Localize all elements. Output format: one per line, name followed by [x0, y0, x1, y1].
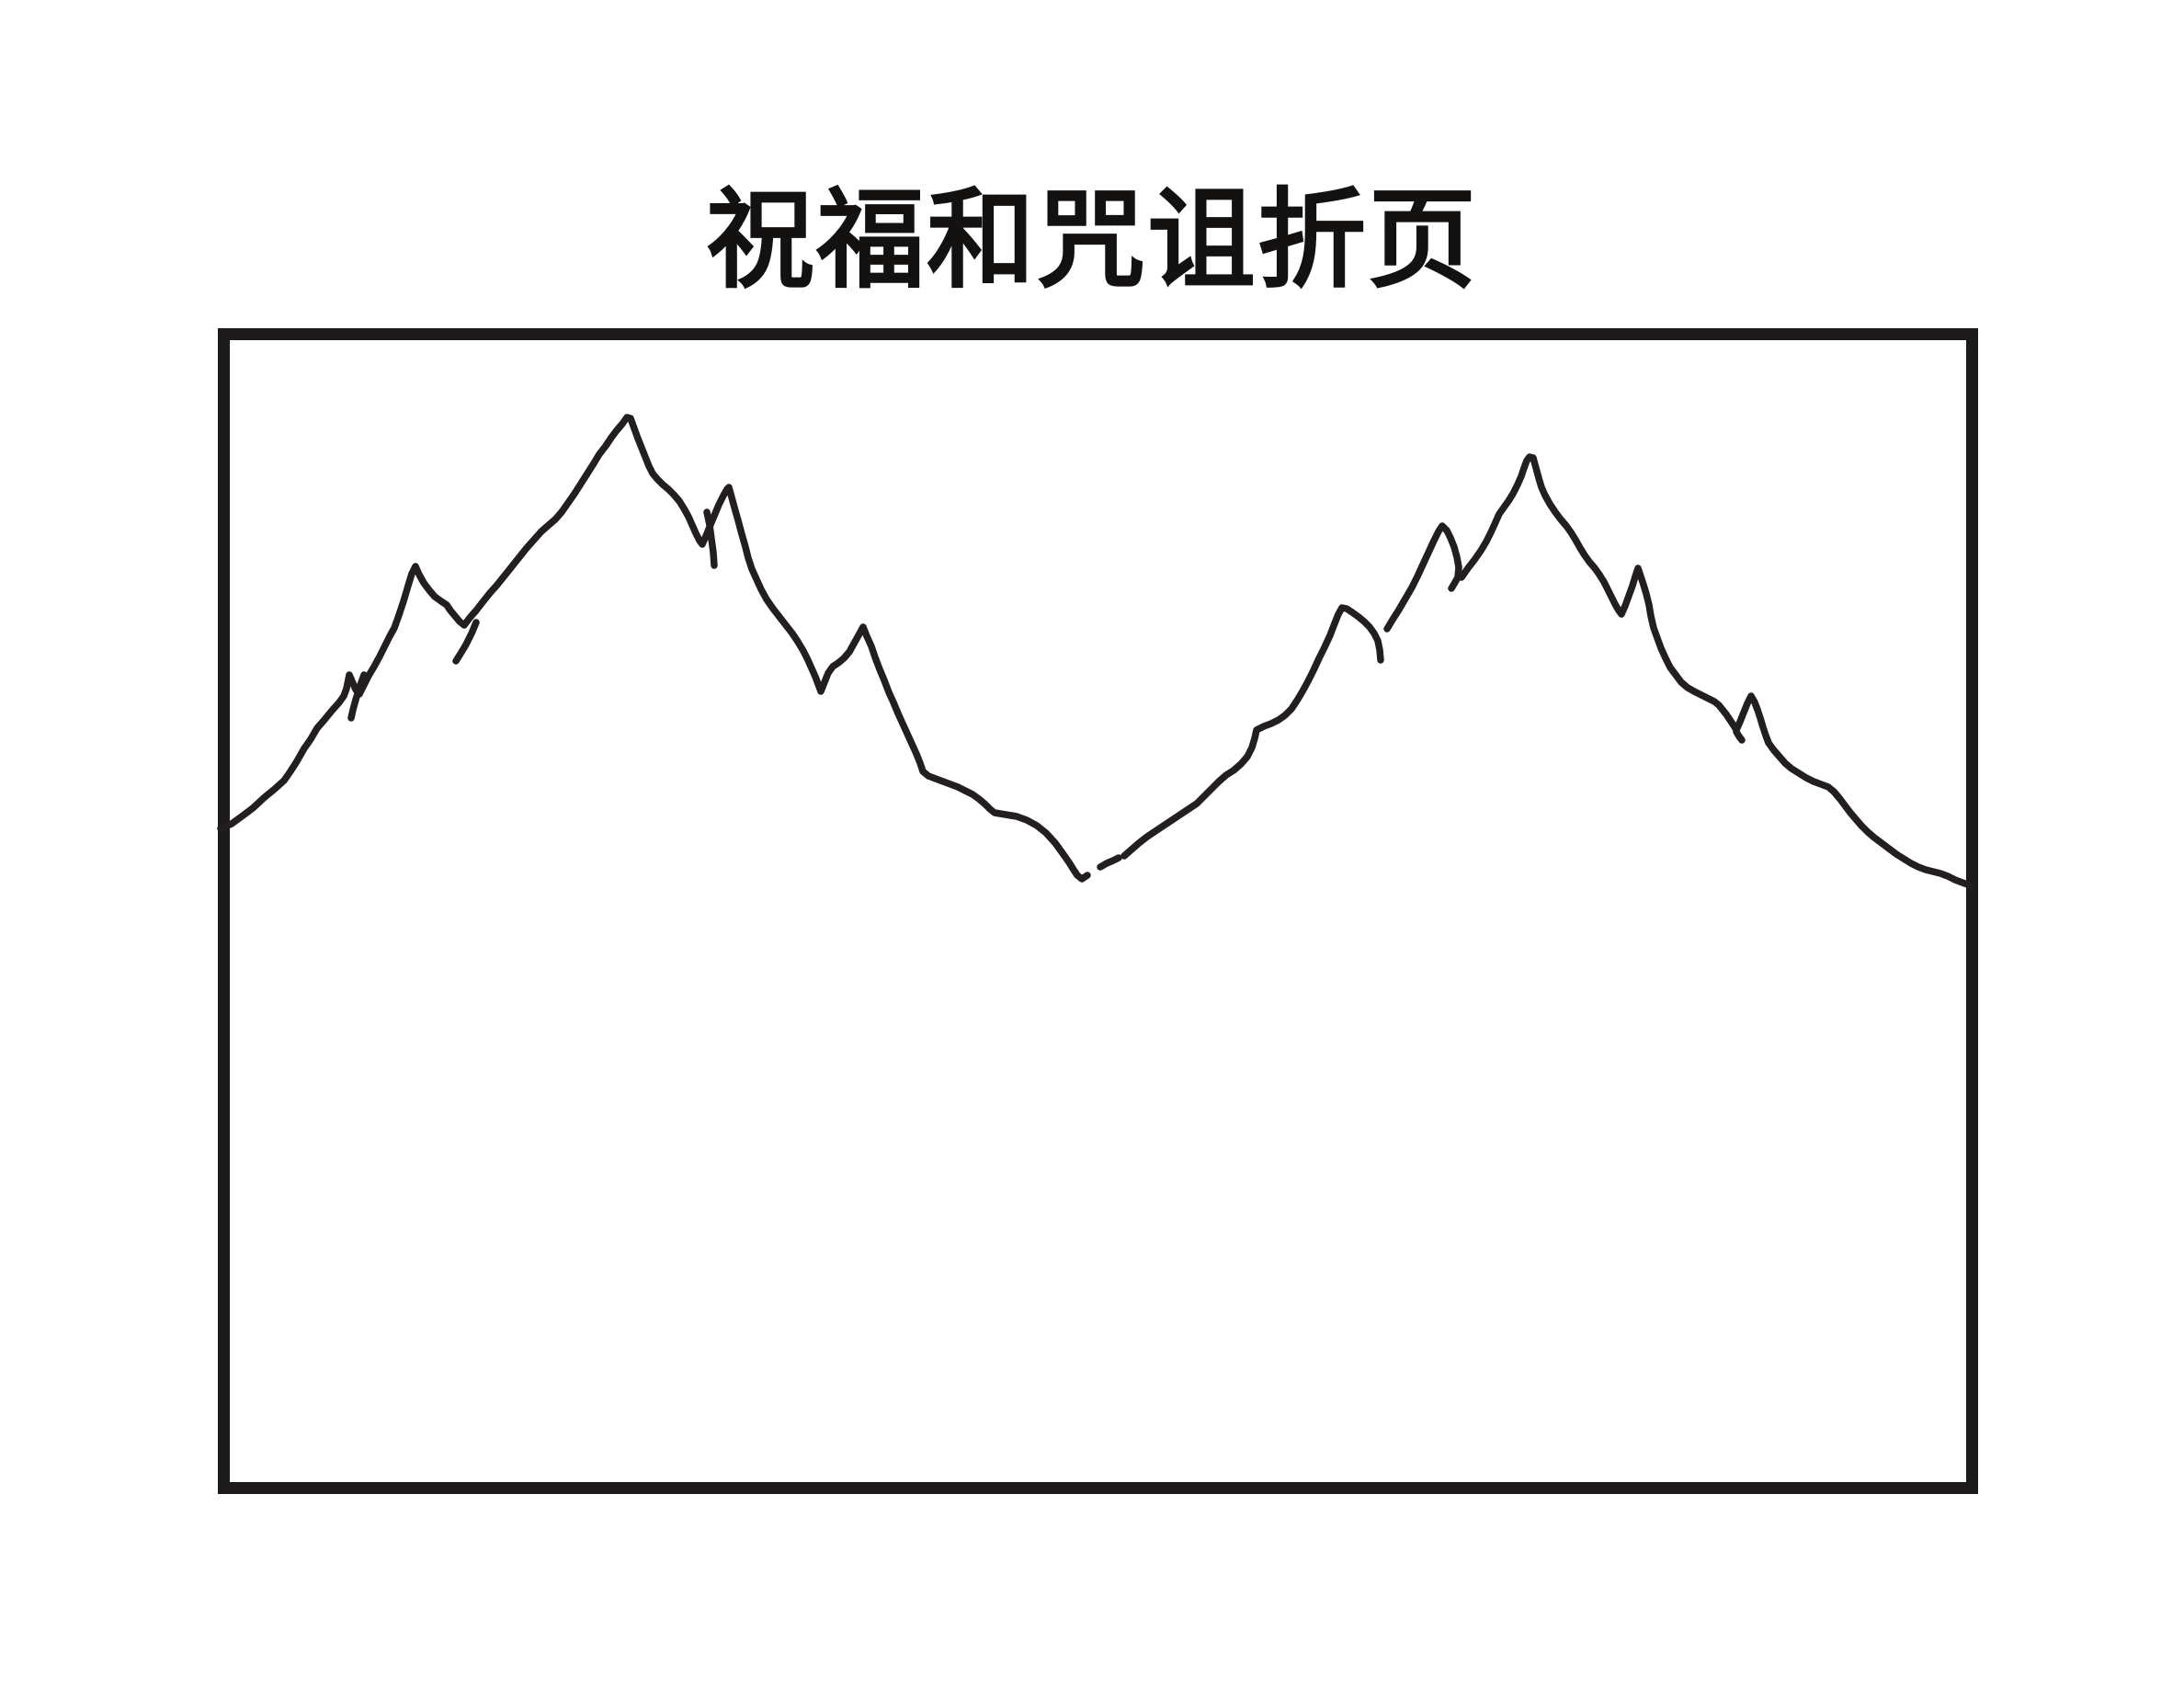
valley-dash	[1097, 854, 1122, 871]
left-peak-spur	[703, 508, 718, 569]
left-mountain-ridge	[217, 414, 1091, 883]
right-mountain-middle-spike	[1383, 522, 1462, 633]
right-mountain-lower-ridge	[1120, 604, 1384, 860]
frame-border	[218, 328, 1978, 1494]
right-mountain-summit-ridge	[1458, 453, 1974, 889]
right-slope-spur	[1733, 728, 1746, 744]
left-foothill-spur	[347, 671, 368, 722]
left-slope-spur	[452, 619, 480, 665]
page-title: 祝福和咒诅折页	[705, 176, 1478, 303]
